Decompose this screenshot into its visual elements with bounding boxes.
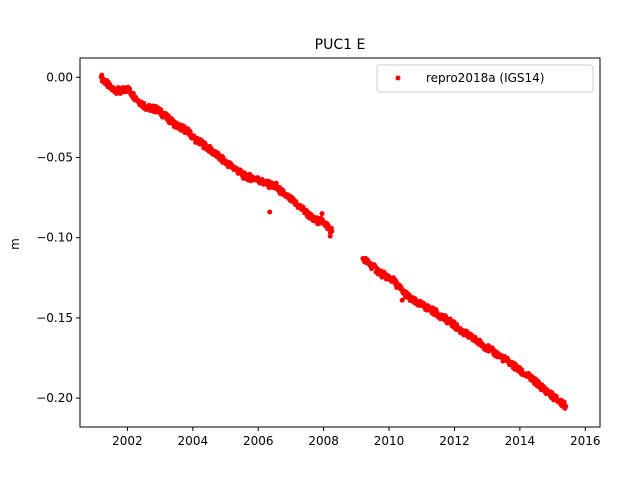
y-tick-label: −0.15 xyxy=(36,311,73,325)
data-point xyxy=(563,403,569,409)
x-tick-label: 2008 xyxy=(308,434,339,448)
legend-box xyxy=(376,64,594,93)
y-tick-label: −0.10 xyxy=(36,231,73,245)
x-tick-label: 2004 xyxy=(178,434,209,448)
plot-frame xyxy=(79,57,601,428)
x-tick-label: 2014 xyxy=(505,434,536,448)
data-point xyxy=(561,399,567,405)
legend-marker xyxy=(395,75,401,81)
outlier-point xyxy=(327,233,333,239)
x-axis: 2002 2004 2006 2008 2010 2012 2014 2016 xyxy=(112,427,601,448)
chart-title: PUC1 E xyxy=(315,37,366,53)
x-tick-label: 2002 xyxy=(112,434,143,448)
data-point xyxy=(535,378,541,384)
outlier-point xyxy=(267,209,273,215)
plot-area: 2002 2004 2006 2008 2010 2012 2014 2016 0.00 −0.… xyxy=(36,57,601,448)
x-tick-label: 2010 xyxy=(374,434,405,448)
x-tick-label: 2016 xyxy=(570,434,601,448)
y-tick-label: −0.05 xyxy=(36,150,73,164)
y-tick-label: −0.20 xyxy=(36,391,73,405)
outlier-point xyxy=(399,297,405,303)
x-tick-label: 2006 xyxy=(243,434,274,448)
data-points xyxy=(98,72,569,411)
outlier-point xyxy=(319,211,325,217)
y-axis-label: m xyxy=(8,238,22,250)
y-tick-label: 0.00 xyxy=(46,70,73,84)
data-point xyxy=(130,90,136,96)
x-tick-label: 2012 xyxy=(439,434,470,448)
legend: repro2018a (IGS14) xyxy=(376,64,594,93)
y-axis: 0.00 −0.05 −0.10 −0.15 −0.20 xyxy=(36,70,80,405)
legend-label: repro2018a (IGS14) xyxy=(426,71,544,85)
data-point xyxy=(329,228,335,234)
outlier-point xyxy=(273,180,279,186)
